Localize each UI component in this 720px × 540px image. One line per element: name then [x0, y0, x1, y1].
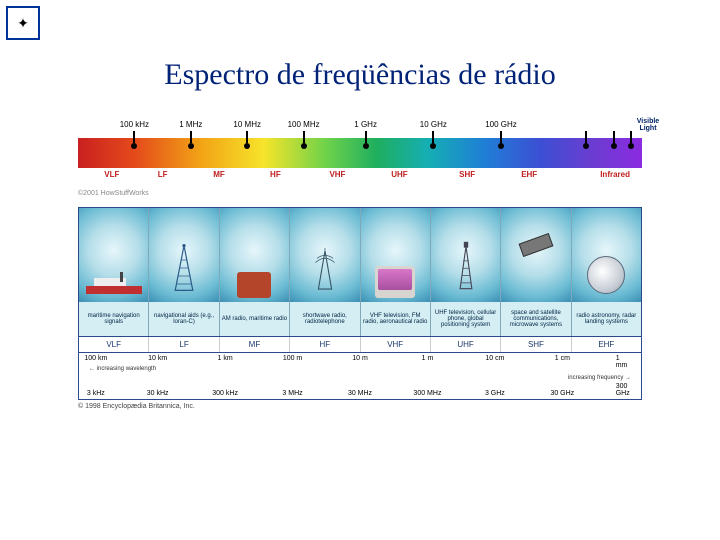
band-label: VHF	[329, 170, 345, 179]
freq-label: 100 MHz	[288, 120, 320, 129]
band-labels-top: VLF LF MF HF VHF UHF SHF EHF	[78, 170, 642, 186]
app-cell: radio astronomy, radar landing systems	[572, 208, 641, 336]
infrared-label: Infrared	[600, 170, 630, 179]
frequency-label: 3 MHz	[282, 390, 302, 397]
britannica-panel: maritime navigation signalsnavigational …	[78, 207, 642, 400]
hsw-copyright: ©2001 HowStuffWorks	[78, 190, 642, 197]
app-cell: shortwave radio, radiotelephone	[290, 208, 360, 336]
app-cell: VHF television, FM radio, aeronautical r…	[361, 208, 431, 336]
app-caption: navigational aids (e.g., loran-C)	[149, 302, 218, 336]
app-caption: space and satellite communications, micr…	[501, 302, 570, 336]
app-cell: maritime navigation signals	[79, 208, 149, 336]
frequency-arrow-label: increasing frequency →	[568, 375, 631, 381]
band-label: HF	[270, 170, 281, 179]
wavelength-label: 100 m	[283, 355, 302, 362]
wavelength-label: 100 km	[84, 355, 107, 362]
freq-label: 10 MHz	[233, 120, 261, 129]
band-label: LF	[158, 170, 168, 179]
wavelength-label: 1 m	[422, 355, 434, 362]
corner-glyph: ✦	[17, 15, 29, 32]
band-cell: SHF	[501, 337, 571, 352]
freq-label: 10 GHz	[420, 120, 447, 129]
britannica-copyright: © 1998 Encyclopædia Britannica, Inc.	[78, 403, 642, 410]
band-cell: VLF	[79, 337, 149, 352]
wavelength-label: 10 m	[352, 355, 368, 362]
freq-label: 1 GHz	[354, 120, 377, 129]
frequency-label: 30 MHz	[348, 390, 372, 397]
wavelength-arrow-label: ← increasing wavelength	[89, 366, 156, 372]
band-cell: EHF	[572, 337, 641, 352]
page-title: Espectro de freqüências de rádio	[0, 58, 720, 92]
wavelength-label: 1 cm	[555, 355, 570, 362]
band-label: EHF	[521, 170, 537, 179]
app-cell: navigational aids (e.g., loran-C)	[149, 208, 219, 336]
wavelength-label: 1 km	[218, 355, 233, 362]
wavelength-label: 10 cm	[485, 355, 504, 362]
frequency-label: 30 GHz	[550, 390, 574, 397]
application-row: maritime navigation signalsnavigational …	[79, 208, 641, 336]
wavelength-label: 1 mm	[616, 355, 633, 369]
app-cell: UHF television, cellular phone, global p…	[431, 208, 501, 336]
freq-label: 1 MHz	[179, 120, 202, 129]
freq-label: 100 kHz	[120, 120, 149, 129]
frequency-label: 30 kHz	[147, 390, 169, 397]
app-caption: shortwave radio, radiotelephone	[290, 302, 359, 336]
band-cell: UHF	[431, 337, 501, 352]
app-caption: maritime navigation signals	[79, 302, 148, 336]
spectrum-bar	[78, 138, 642, 168]
frequency-label: 300 kHz	[212, 390, 238, 397]
band-cell: MF	[220, 337, 290, 352]
wavelength-frequency-ruler: ← increasing wavelength increasing frequ…	[79, 352, 641, 399]
app-cell: AM radio, maritime radio	[220, 208, 290, 336]
corner-icon: ✦	[6, 6, 40, 40]
band-cell: HF	[290, 337, 360, 352]
freq-scale-top: Visible Light 100 kHz1 MHz10 MHz100 MHz1…	[78, 120, 642, 138]
band-label: SHF	[459, 170, 475, 179]
app-caption: VHF television, FM radio, aeronautical r…	[361, 302, 430, 336]
app-cell: space and satellite communications, micr…	[501, 208, 571, 336]
frequency-label: 3 kHz	[87, 390, 105, 397]
frequency-label: 300 MHz	[413, 390, 441, 397]
band-label: VLF	[104, 170, 119, 179]
app-caption: AM radio, maritime radio	[220, 302, 289, 336]
band-cell: VHF	[361, 337, 431, 352]
frequency-label: 300 GHz	[616, 383, 633, 397]
freq-label: 100 GHz	[485, 120, 517, 129]
frequency-label: 3 GHz	[485, 390, 505, 397]
band-cell: LF	[149, 337, 219, 352]
app-caption: UHF television, cellular phone, global p…	[431, 302, 500, 336]
content-wrap: Visible Light 100 kHz1 MHz10 MHz100 MHz1…	[78, 120, 642, 410]
band-label: UHF	[391, 170, 407, 179]
band-labels-bottom: VLFLFMFHFVHFUHFSHFEHF	[79, 336, 641, 352]
band-label: MF	[213, 170, 225, 179]
app-caption: radio astronomy, radar landing systems	[572, 302, 641, 336]
visible-light-label: Visible Light	[628, 118, 668, 132]
wavelength-label: 10 km	[148, 355, 167, 362]
